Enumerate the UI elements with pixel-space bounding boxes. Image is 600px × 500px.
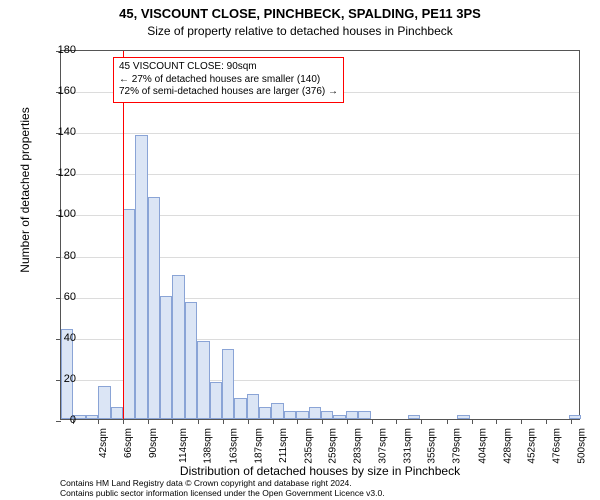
annotation-line2: ← 27% of detached houses are smaller (14… bbox=[119, 74, 338, 87]
histogram-bar bbox=[210, 382, 222, 419]
histogram-bar bbox=[148, 197, 160, 419]
footer-line2: Contains public sector information licen… bbox=[60, 488, 385, 498]
x-tick bbox=[496, 419, 497, 424]
histogram-bar bbox=[346, 411, 358, 419]
histogram-bar bbox=[111, 407, 123, 419]
x-tick bbox=[297, 419, 298, 424]
x-tick-label: 42sqm bbox=[98, 428, 109, 458]
histogram-bar bbox=[408, 415, 420, 419]
x-tick bbox=[571, 419, 572, 424]
y-tick-label: 60 bbox=[46, 291, 76, 303]
y-tick-label: 100 bbox=[46, 208, 76, 220]
y-tick-label: 160 bbox=[46, 85, 76, 97]
chart-subtitle: Size of property relative to detached ho… bbox=[0, 24, 600, 38]
x-tick-label: 452sqm bbox=[527, 428, 538, 464]
histogram-bar bbox=[247, 394, 259, 419]
x-tick bbox=[472, 419, 473, 424]
x-tick bbox=[172, 419, 173, 424]
plot-area: 45 VISCOUNT CLOSE: 90sqm ← 27% of detach… bbox=[60, 50, 580, 420]
histogram-bar bbox=[358, 411, 370, 419]
histogram-bar bbox=[222, 349, 234, 419]
x-tick-label: 355sqm bbox=[427, 428, 438, 464]
annotation-line1: 45 VISCOUNT CLOSE: 90sqm bbox=[119, 61, 338, 74]
chart-container: 45, VISCOUNT CLOSE, PINCHBECK, SPALDING,… bbox=[0, 0, 600, 500]
x-tick-label: 235sqm bbox=[303, 428, 314, 464]
x-tick-label: 66sqm bbox=[123, 428, 134, 458]
annotation-line3: 72% of semi-detached houses are larger (… bbox=[119, 86, 338, 99]
x-tick bbox=[198, 419, 199, 424]
y-axis-label: Number of detached properties bbox=[18, 60, 32, 320]
histogram-bar bbox=[86, 415, 98, 419]
histogram-bar bbox=[123, 209, 135, 419]
y-tick-label: 0 bbox=[46, 414, 76, 426]
x-tick bbox=[123, 419, 124, 424]
x-tick-label: 211sqm bbox=[278, 428, 289, 463]
x-tick bbox=[546, 419, 547, 424]
footer-attribution: Contains HM Land Registry data © Crown c… bbox=[60, 478, 385, 498]
histogram-bar bbox=[333, 415, 345, 419]
x-tick bbox=[148, 419, 149, 424]
annotation-box: 45 VISCOUNT CLOSE: 90sqm ← 27% of detach… bbox=[113, 57, 344, 103]
histogram-bar bbox=[284, 411, 296, 419]
x-tick-label: 331sqm bbox=[402, 428, 413, 464]
histogram-bar bbox=[457, 415, 469, 419]
x-tick bbox=[273, 419, 274, 424]
x-tick bbox=[248, 419, 249, 424]
x-tick-label: 259sqm bbox=[328, 428, 339, 464]
chart-title: 45, VISCOUNT CLOSE, PINCHBECK, SPALDING,… bbox=[0, 6, 600, 21]
marker-line bbox=[123, 51, 124, 419]
x-axis-label: Distribution of detached houses by size … bbox=[60, 464, 580, 478]
y-tick-label: 140 bbox=[46, 126, 76, 138]
x-tick-label: 90sqm bbox=[148, 428, 159, 458]
x-tick bbox=[322, 419, 323, 424]
x-tick-label: 476sqm bbox=[552, 428, 563, 464]
x-tick bbox=[347, 419, 348, 424]
x-tick bbox=[98, 419, 99, 424]
x-tick bbox=[421, 419, 422, 424]
y-tick-label: 20 bbox=[46, 373, 76, 385]
histogram-bar bbox=[135, 135, 147, 419]
histogram-bar bbox=[98, 386, 110, 419]
gridline bbox=[61, 133, 579, 134]
x-tick bbox=[521, 419, 522, 424]
x-tick bbox=[223, 419, 224, 424]
x-tick bbox=[447, 419, 448, 424]
histogram-bar bbox=[160, 296, 172, 419]
x-tick-label: 283sqm bbox=[353, 428, 364, 464]
histogram-bar bbox=[296, 411, 308, 419]
histogram-bar bbox=[321, 411, 333, 419]
y-tick-label: 40 bbox=[46, 332, 76, 344]
x-tick bbox=[372, 419, 373, 424]
histogram-bar bbox=[197, 341, 209, 419]
x-tick-label: 163sqm bbox=[229, 428, 240, 464]
histogram-bar bbox=[185, 302, 197, 419]
x-tick-label: 114sqm bbox=[178, 428, 189, 463]
histogram-bar bbox=[309, 407, 321, 419]
x-tick-label: 500sqm bbox=[576, 428, 587, 464]
x-tick-label: 379sqm bbox=[452, 428, 463, 464]
x-tick-label: 187sqm bbox=[254, 428, 265, 464]
histogram-bar bbox=[234, 398, 246, 419]
histogram-bar bbox=[259, 407, 271, 419]
x-tick bbox=[396, 419, 397, 424]
x-tick-label: 404sqm bbox=[477, 428, 488, 464]
histogram-bar bbox=[172, 275, 184, 419]
footer-line1: Contains HM Land Registry data © Crown c… bbox=[60, 478, 385, 488]
y-tick-label: 180 bbox=[46, 44, 76, 56]
y-tick-label: 120 bbox=[46, 167, 76, 179]
x-tick-label: 307sqm bbox=[377, 428, 388, 464]
y-tick-label: 80 bbox=[46, 250, 76, 262]
histogram-bar bbox=[271, 403, 283, 419]
x-tick-label: 138sqm bbox=[203, 428, 214, 464]
x-tick-label: 428sqm bbox=[502, 428, 513, 464]
